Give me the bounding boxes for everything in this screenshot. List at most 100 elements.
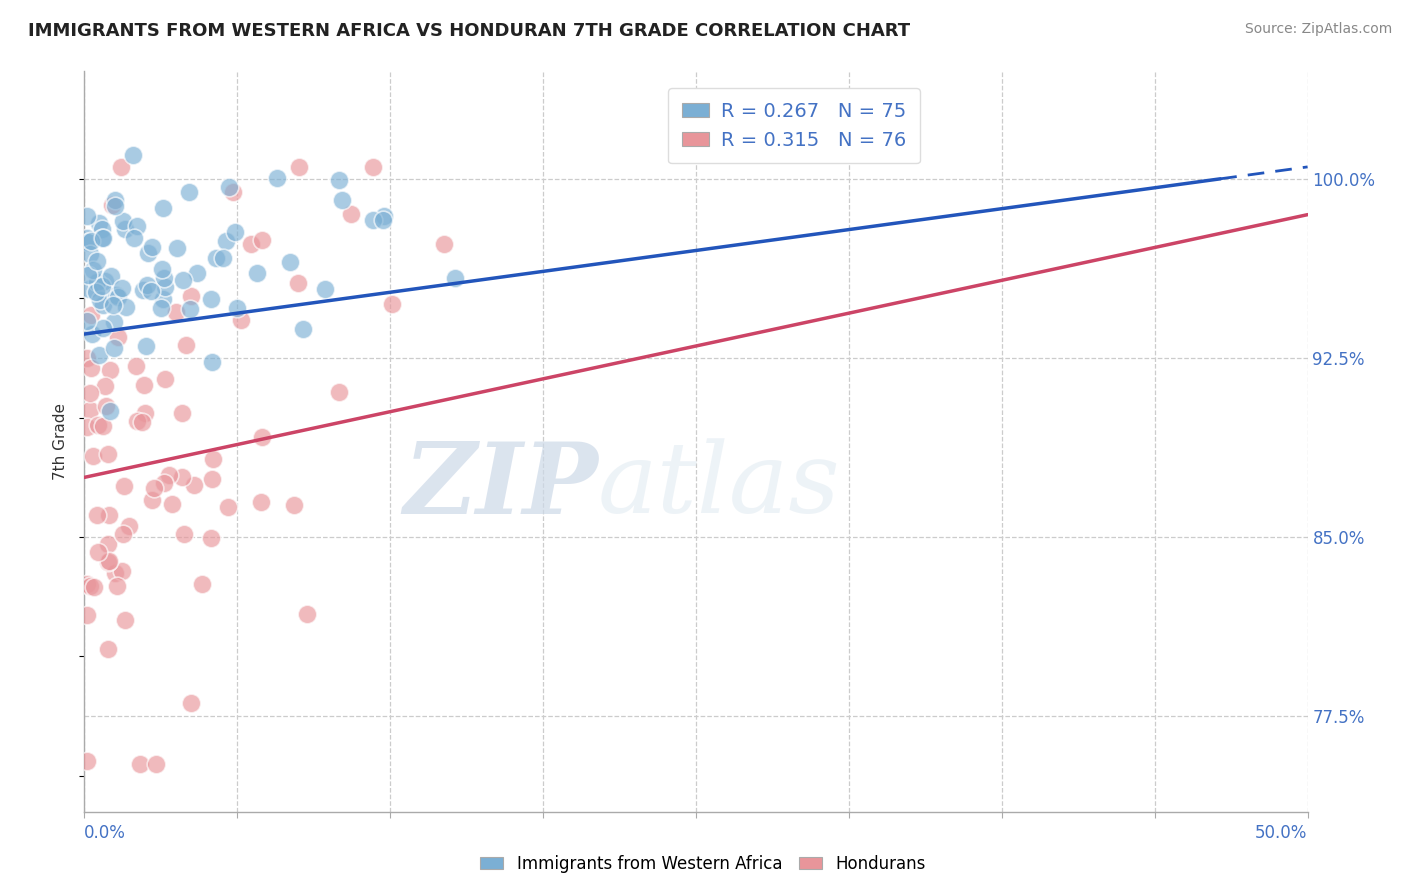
Point [135, 339, 157, 353]
Point [103, 315, 125, 329]
Point [229, 312, 252, 326]
Point [79, 282, 101, 296]
Point [76, 755, 98, 769]
Point [79, 402, 101, 417]
Point [104, 199, 127, 213]
Point [174, 338, 197, 352]
Point [444, 270, 467, 285]
Point [297, 607, 319, 622]
Text: Source: ZipAtlas.com: Source: ZipAtlas.com [1244, 22, 1392, 37]
Point [90, 221, 112, 235]
Point [180, 696, 202, 710]
Point [314, 282, 336, 296]
Point [114, 221, 136, 235]
Point [381, 297, 404, 311]
Point [112, 527, 135, 541]
Point [101, 298, 124, 312]
Point [165, 305, 187, 319]
Point [104, 566, 127, 581]
Point [86, 275, 108, 289]
Point [107, 330, 129, 344]
Point [373, 209, 395, 223]
Point [103, 341, 125, 355]
Point [191, 577, 214, 591]
Point [76, 209, 98, 223]
Point [179, 301, 201, 316]
Point [80, 308, 103, 322]
Point [226, 301, 249, 315]
Point [129, 756, 152, 771]
Point [328, 173, 350, 187]
Point [76, 577, 98, 591]
Point [132, 378, 155, 392]
Point [82, 263, 104, 277]
Point [110, 160, 132, 174]
Point [150, 301, 173, 315]
Point [91, 418, 114, 433]
Point [373, 213, 395, 227]
Point [87, 417, 110, 432]
Point [186, 266, 208, 280]
Point [86, 508, 108, 522]
Point [112, 214, 135, 228]
Point [94, 379, 117, 393]
Point [107, 290, 129, 304]
Point [89, 293, 111, 307]
Point [212, 251, 235, 265]
Point [77, 235, 100, 250]
Text: 0.0%: 0.0% [84, 823, 127, 842]
Point [111, 280, 134, 294]
Point [136, 246, 159, 260]
Point [86, 254, 108, 268]
Point [93, 297, 115, 311]
Point [145, 756, 167, 771]
Point [141, 493, 163, 508]
Point [136, 277, 159, 292]
Point [141, 239, 163, 253]
Point [218, 179, 240, 194]
Point [170, 406, 193, 420]
Point [82, 449, 104, 463]
Text: IMMIGRANTS FROM WESTERN AFRICA VS HONDURAN 7TH GRADE CORRELATION CHART: IMMIGRANTS FROM WESTERN AFRICA VS HONDUR… [28, 22, 910, 40]
Point [82, 326, 104, 341]
Point [87, 545, 110, 559]
Point [115, 300, 138, 314]
Point [121, 148, 143, 162]
Point [328, 384, 350, 399]
Text: atlas: atlas [598, 438, 841, 533]
Point [91, 321, 114, 335]
Point [97, 642, 120, 657]
Point [97, 447, 120, 461]
Point [80, 361, 103, 376]
Point [245, 266, 267, 280]
Point [79, 386, 101, 401]
Point [101, 198, 124, 212]
Point [173, 527, 195, 541]
Point [183, 478, 205, 492]
Point [87, 216, 110, 230]
Point [97, 508, 120, 522]
Point [143, 481, 166, 495]
Point [122, 231, 145, 245]
Point [152, 476, 174, 491]
Point [76, 314, 98, 328]
Point [76, 607, 98, 622]
Point [252, 233, 274, 247]
Point [114, 613, 136, 627]
Point [104, 193, 127, 207]
Point [224, 225, 246, 239]
Point [84, 285, 107, 299]
Point [153, 271, 176, 285]
Point [125, 219, 148, 234]
Point [79, 247, 101, 261]
Point [97, 555, 120, 569]
Point [87, 348, 110, 362]
Point [98, 363, 121, 377]
Point [97, 537, 120, 551]
Point [201, 355, 224, 369]
Legend: Immigrants from Western Africa, Hondurans: Immigrants from Western Africa, Honduran… [474, 848, 932, 880]
Point [76, 231, 98, 245]
Point [96, 400, 118, 414]
Legend: R = 0.267   N = 75, R = 0.315   N = 76: R = 0.267 N = 75, R = 0.315 N = 76 [668, 88, 920, 163]
Point [112, 479, 135, 493]
